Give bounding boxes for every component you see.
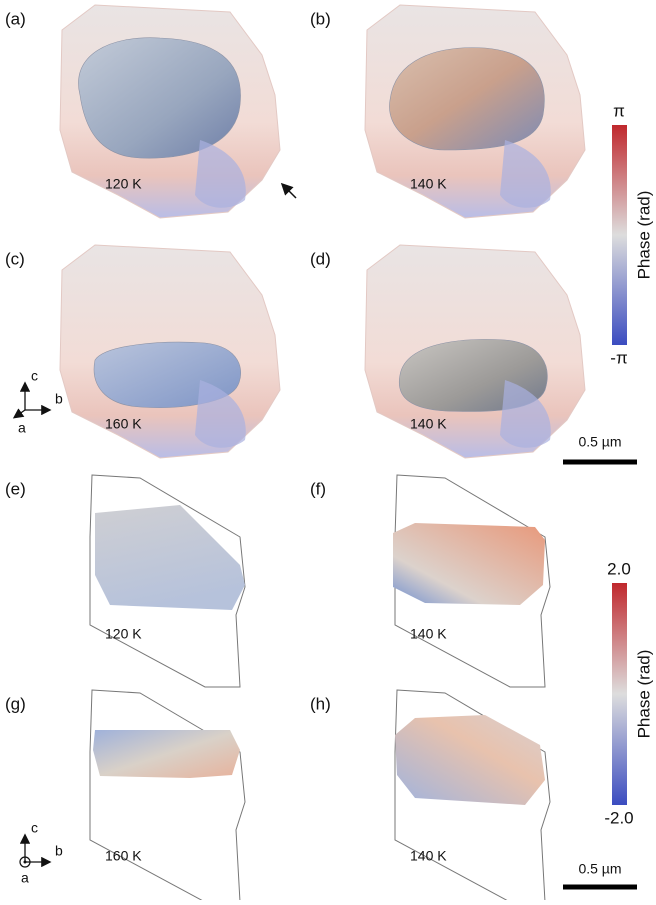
panel: (h) 140 K bbox=[310, 690, 550, 900]
panel-label: (f) bbox=[310, 479, 326, 498]
scale-bar-label: 0.5 µm bbox=[578, 434, 621, 450]
panel: (f) 140 K bbox=[310, 475, 550, 687]
temperature: 120 K bbox=[105, 176, 142, 192]
axis-label: a bbox=[21, 870, 29, 886]
temperature: 140 K bbox=[410, 416, 447, 432]
axis-label: c bbox=[31, 368, 38, 384]
panel: (d) 140 K bbox=[310, 245, 585, 458]
scale-bar-label: 0.5 µm bbox=[578, 861, 621, 877]
crystal-core bbox=[389, 48, 544, 150]
axis-label: c bbox=[31, 820, 38, 836]
temperature: 140 K bbox=[410, 176, 447, 192]
temperature: 140 K bbox=[410, 626, 447, 642]
axis-label: b bbox=[55, 843, 63, 859]
crystal-core bbox=[78, 38, 240, 158]
colorbar bbox=[612, 125, 627, 345]
panel: (b) 140 K bbox=[310, 5, 585, 218]
colorbar-max: 2.0 bbox=[607, 559, 631, 578]
temperature: 160 K bbox=[105, 416, 142, 432]
axis-arrow bbox=[15, 410, 25, 417]
phase-section bbox=[95, 505, 245, 610]
axis-out-dot bbox=[24, 861, 27, 864]
panel: (e) 120 K bbox=[5, 475, 245, 687]
colorbar-title: Phase (rad) bbox=[634, 650, 653, 739]
panel-label: (g) bbox=[5, 694, 26, 713]
phase-section bbox=[393, 523, 545, 605]
axis-label: a bbox=[18, 420, 26, 436]
phase-section bbox=[93, 730, 240, 778]
colorbar-title: Phase (rad) bbox=[634, 191, 653, 280]
panel: (c) 160 K bbox=[5, 245, 280, 458]
panel-label: (b) bbox=[310, 9, 331, 28]
panel-label: (e) bbox=[5, 479, 26, 498]
arrow bbox=[283, 185, 296, 198]
panel-label: (d) bbox=[310, 249, 331, 268]
panel-label: (h) bbox=[310, 694, 331, 713]
temperature: 120 K bbox=[105, 626, 142, 642]
colorbar bbox=[612, 583, 627, 805]
colorbar-min: -2.0 bbox=[604, 808, 633, 827]
temperature: 140 K bbox=[410, 848, 447, 864]
panel-label: (c) bbox=[5, 249, 25, 268]
figure: (a) 120 K (b) 140 K (c) 160 K (d) 140 K (e) 120 K… bbox=[0, 0, 656, 900]
panel: (g) 160 K bbox=[5, 690, 245, 900]
axis-label: b bbox=[55, 391, 63, 407]
phase-section bbox=[395, 715, 545, 805]
crystal-outline bbox=[90, 690, 245, 900]
colorbar-max: π bbox=[613, 101, 625, 120]
colorbar-min: -π bbox=[610, 348, 627, 367]
temperature: 160 K bbox=[105, 848, 142, 864]
panel: (a) 120 K bbox=[5, 5, 280, 218]
panel-label: (a) bbox=[5, 9, 26, 28]
